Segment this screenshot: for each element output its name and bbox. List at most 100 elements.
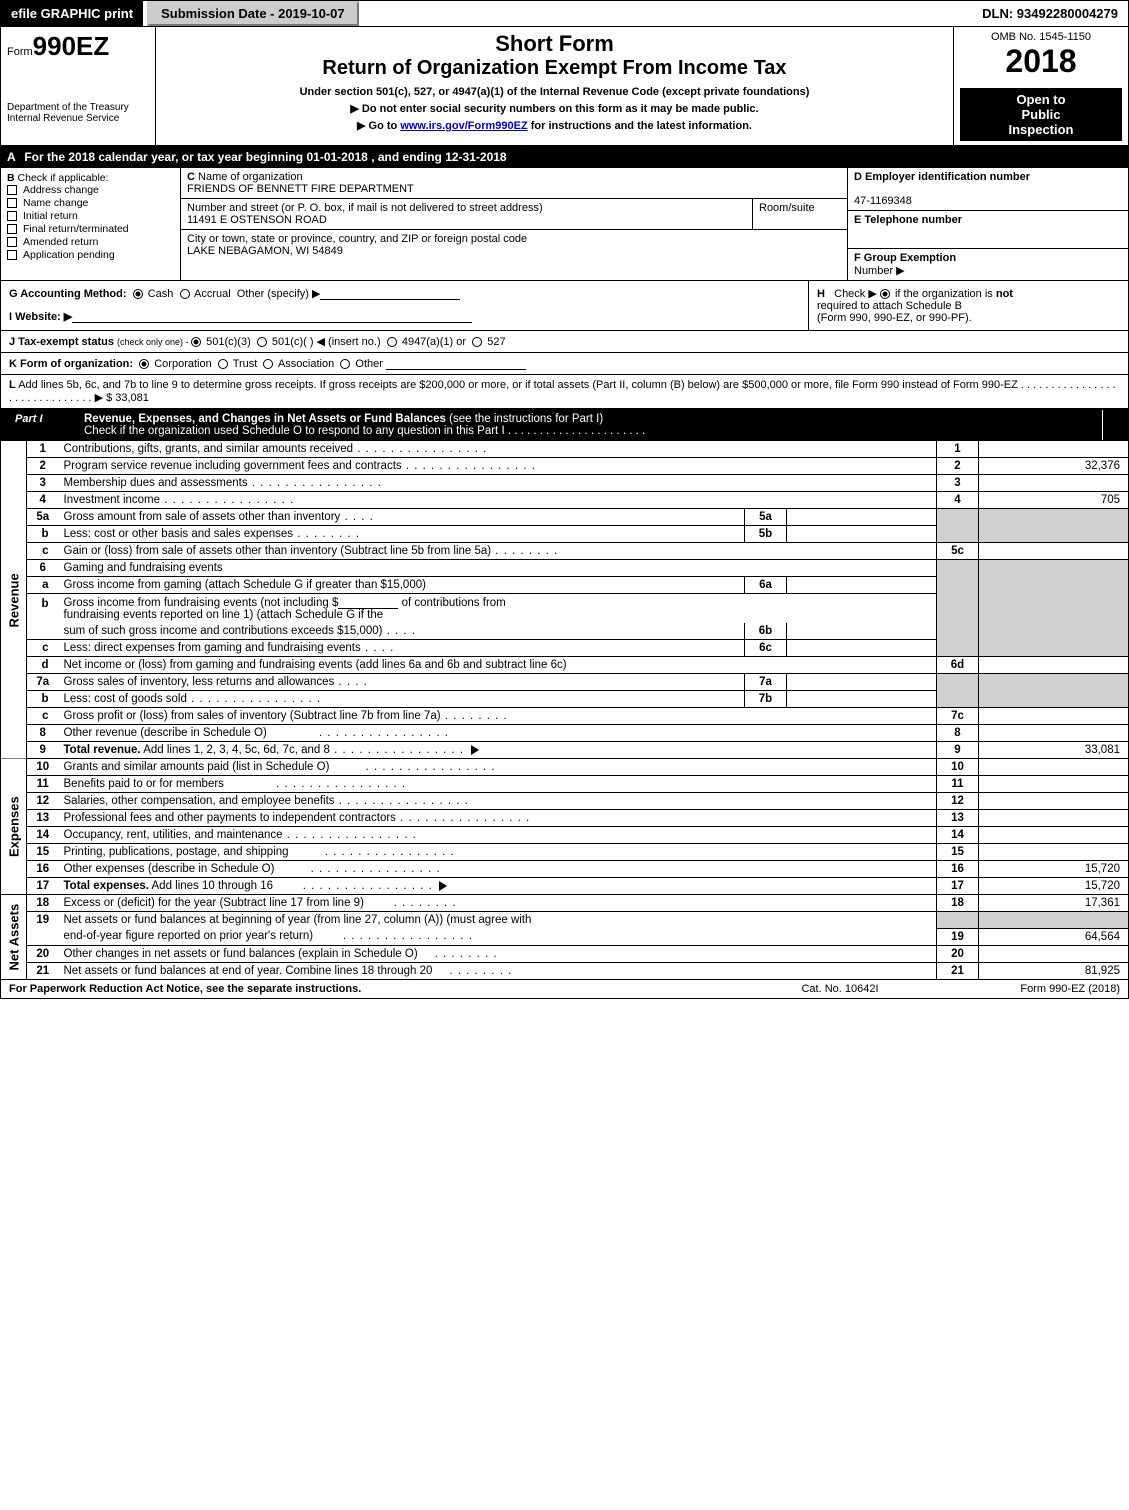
line-5a-innerno: 5a: [745, 509, 787, 526]
line-7b-desc: Less: cost of goods sold: [64, 693, 322, 705]
line-5b-no: b: [27, 526, 59, 543]
line-21-no: 21: [27, 962, 59, 979]
line-19-shade-amt: [979, 912, 1129, 929]
label-d: D Employer identification number: [854, 171, 1030, 183]
footer-catno: Cat. No. 10642I: [740, 983, 940, 995]
goto-line: ▶ Go to www.irs.gov/Form990EZ for instru…: [162, 119, 947, 132]
accounting-other-input[interactable]: [320, 287, 460, 300]
addr-change-label: Address change: [23, 184, 99, 196]
line-14-desc: Occupancy, rent, utilities, and maintena…: [64, 829, 417, 841]
city-value: LAKE NEBAGAMON, WI 54849: [187, 245, 343, 257]
line-9-amount: 33,081: [979, 742, 1129, 759]
part1-check-line: Check if the organization used Schedule …: [84, 425, 645, 437]
room-suite-label: Room/suite: [759, 202, 815, 214]
line-6d-no: d: [27, 657, 59, 674]
j-note: (check only one) -: [117, 337, 191, 347]
page-footer: For Paperwork Reduction Act Notice, see …: [0, 980, 1129, 999]
app-pending-checkbox[interactable]: [7, 250, 17, 260]
line-6b-desc4: sum of such gross income and contributio…: [64, 625, 417, 637]
line-11-outno: 11: [937, 776, 979, 793]
line-20-desc: Other changes in net assets or fund bala…: [64, 948, 418, 960]
line-8-amount: [979, 725, 1129, 742]
line-14-no: 14: [27, 827, 59, 844]
initial-return-checkbox[interactable]: [7, 211, 17, 221]
line-15-amount: [979, 844, 1129, 861]
line-6b-no: b: [27, 594, 59, 640]
527-radio[interactable]: [472, 337, 482, 347]
schedule-b-not-required-radio[interactable]: [880, 289, 890, 299]
other-org-input[interactable]: [386, 357, 526, 370]
line-9-no: 9: [27, 742, 59, 759]
trust-label: Trust: [233, 358, 258, 370]
line-10-amount: [979, 759, 1129, 776]
form-header: Form990EZ Department of the Treasury Int…: [0, 27, 1129, 146]
h-text2: if the organization is: [895, 288, 993, 300]
h-text5: (Form 990, 990-EZ, or 990-PF).: [817, 312, 972, 324]
part1-schedule-o-checkbox[interactable]: [1102, 410, 1128, 440]
section-bcdef: B Check if applicable: Address change Na…: [0, 168, 1129, 281]
row-k: K Form of organization: Corporation Trus…: [0, 353, 1129, 375]
accrual-label: Accrual: [194, 288, 231, 300]
row-l: L Add lines 5b, 6c, and 7b to line 9 to …: [0, 375, 1129, 409]
line-6d-desc: Net income or (loss) from gaming and fun…: [59, 657, 937, 674]
street-value: 11491 E OSTENSON ROAD: [187, 214, 327, 226]
label-c: C: [187, 171, 195, 183]
line-15-desc: Printing, publications, postage, and shi…: [64, 846, 289, 858]
line-6-shade-no: [937, 560, 979, 657]
trust-radio[interactable]: [218, 359, 228, 369]
submission-date-button[interactable]: Submission Date - 2019-10-07: [147, 1, 359, 26]
501c3-radio[interactable]: [191, 337, 201, 347]
line-16-no: 16: [27, 861, 59, 878]
corp-radio[interactable]: [139, 359, 149, 369]
line-15-outno: 15: [937, 844, 979, 861]
line-11-desc: Benefits paid to or for members: [64, 778, 224, 790]
line-8-desc: Other revenue (describe in Schedule O): [64, 727, 267, 739]
accounting-accrual-radio[interactable]: [180, 289, 190, 299]
net-assets-side-label: Net Assets: [1, 895, 27, 980]
line-4-no: 4: [27, 492, 59, 509]
section-ghi: G Accounting Method: Cash Accrual Other …: [0, 281, 1129, 331]
line-6b-contrib-input[interactable]: [338, 596, 398, 609]
goto-post: for instructions and the latest informat…: [528, 120, 752, 132]
city-label: City or town, state or province, country…: [187, 233, 527, 245]
row-l-text: Add lines 5b, 6c, and 7b to line 9 to de…: [9, 379, 1116, 404]
street-label: Number and street (or P. O. box, if mail…: [187, 202, 543, 214]
under-section-text: Under section 501(c), 527, or 4947(a)(1)…: [162, 86, 947, 98]
form-prefix: Form: [7, 46, 33, 58]
line-6d-amount: [979, 657, 1129, 674]
line-16-amount: 15,720: [979, 861, 1129, 878]
bar-a-mid: , and ending: [368, 150, 445, 164]
irs-link[interactable]: www.irs.gov/Form990EZ: [400, 120, 527, 132]
line-2-desc: Program service revenue including govern…: [64, 460, 536, 472]
line-5b-desc: Less: cost or other basis and sales expe…: [64, 528, 361, 540]
ssn-warning: ▶ Do not enter social security numbers o…: [162, 102, 947, 115]
accounting-cash-radio[interactable]: [133, 289, 143, 299]
column-b: B Check if applicable: Address change Na…: [1, 168, 181, 280]
amended-return-checkbox[interactable]: [7, 237, 17, 247]
line-6c-inneramt: [787, 640, 937, 657]
line-7ab-shade-amt: [979, 674, 1129, 708]
website-input[interactable]: [72, 310, 472, 323]
assoc-radio[interactable]: [263, 359, 273, 369]
line-5c-no: c: [27, 543, 59, 560]
final-return-checkbox[interactable]: [7, 224, 17, 234]
line-12-no: 12: [27, 793, 59, 810]
label-f-number: Number ▶: [854, 265, 905, 277]
line-13-outno: 13: [937, 810, 979, 827]
line-11-no: 11: [27, 776, 59, 793]
line-11-amount: [979, 776, 1129, 793]
line-6c-innerno: 6c: [745, 640, 787, 657]
footer-formno: Form 990-EZ (2018): [940, 983, 1120, 995]
line-1-amount: [979, 441, 1129, 458]
other-org-label: Other: [355, 358, 383, 370]
line-10-outno: 10: [937, 759, 979, 776]
line-17-outno: 17: [937, 878, 979, 895]
4947-radio[interactable]: [387, 337, 397, 347]
addr-change-checkbox[interactable]: [7, 185, 17, 195]
501c-radio[interactable]: [257, 337, 267, 347]
other-org-radio[interactable]: [340, 359, 350, 369]
line-12-outno: 12: [937, 793, 979, 810]
line-5ab-shade-amt: [979, 509, 1129, 543]
name-change-checkbox[interactable]: [7, 198, 17, 208]
line-12-desc: Salaries, other compensation, and employ…: [64, 795, 469, 807]
